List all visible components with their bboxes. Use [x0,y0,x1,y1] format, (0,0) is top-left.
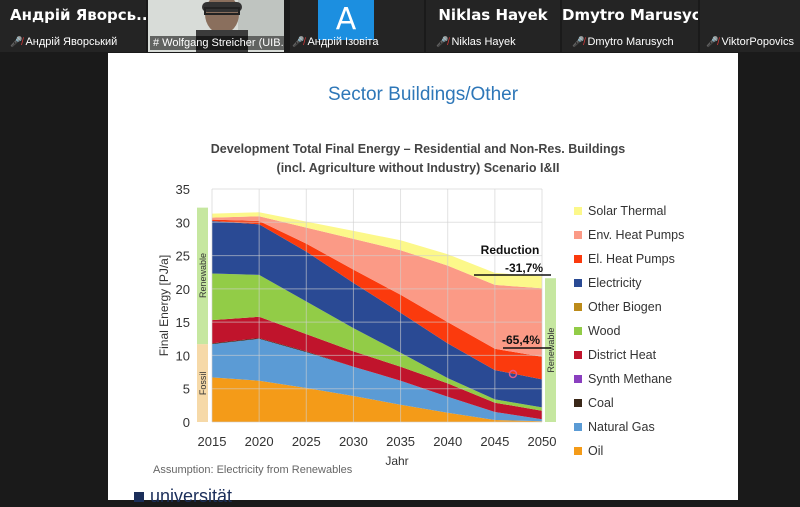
y-tick-label: 25 [176,249,190,264]
renewable-label: Renewable [546,328,556,373]
renewable-reduction-value: -65,4% [502,333,540,347]
chart-title-line: (incl. Agriculture without Industry) Sce… [276,161,560,175]
legend-swatch [574,375,582,383]
participant-tile[interactable]: Dmytro Marusych 🎤̸ Dmytro Marusych [562,0,698,52]
y-tick-label: 5 [183,382,190,397]
legend-swatch [574,399,582,407]
participant-tile[interactable]: Niklas Hayek 🎤̸ Niklas Hayek [426,0,560,52]
mic-muted-icon: 🎤̸ [10,36,23,48]
fossil-label: Fossil [198,372,208,396]
mic-muted-icon: 🎤̸ [292,36,305,48]
y-tick-label: 15 [176,315,190,330]
legend-swatch [574,423,582,431]
participant-tile[interactable]: A 🎤̸ Андрій Ізовіта [290,0,424,52]
participant-display-name: Niklas Hayek [438,6,548,24]
legend-label: Natural Gas [588,420,655,434]
x-tick-label: 2040 [433,434,462,449]
area-series [212,212,542,289]
legend-swatch [574,255,582,263]
participant-display-name: Андрій Яворсь... [10,6,146,24]
legend-label: El. Heat Pumps [588,252,675,266]
x-tick-label: 2020 [245,434,274,449]
participant-caption: 🎤̸ Андрій Яворський [10,36,118,48]
mic-muted-icon: 🎤̸ [706,36,719,48]
participant-caption: 🎤̸ ViktorPopovics [706,36,795,48]
legend-swatch [574,327,582,335]
y-tick-label: 35 [176,182,190,197]
y-tick-label: 10 [176,348,190,363]
legend-label: Other Biogen [588,300,662,314]
legend-swatch [574,351,582,359]
participant-caption: 🎤̸ Dmytro Marusych [572,36,674,48]
participant-tile[interactable]: Андрій Яворсь... 🎤̸ Андрій Яворський [0,0,146,52]
x-tick-label: 2030 [339,434,368,449]
avatar: A [318,0,374,40]
y-tick-label: 0 [183,415,190,430]
mic-muted-icon: 🎤̸ [436,36,449,48]
area-series [212,273,542,411]
participant-caption: 🎤̸ Андрій Ізовіта [292,36,379,48]
legend-label: District Heat [588,348,657,362]
x-tick-label: 2045 [480,434,509,449]
reduction-value: -31,7% [505,261,543,275]
participant-strip: Андрій Яворсь... 🎤̸ Андрій Яворський # Wo… [0,0,800,53]
reduction-label: Reduction [481,243,540,257]
shared-slide: Sector Buildings/Other Development Total… [108,53,738,506]
renewable-bar-right [545,278,556,422]
x-tick-label: 2025 [292,434,321,449]
legend-label: Solar Thermal [588,204,666,218]
participant-display-name: Dmytro Marusych [562,6,698,24]
legend-swatch [574,303,582,311]
legend-label: Oil [588,444,603,458]
cursor-marker [508,369,518,379]
mic-muted-icon: 🎤̸ [572,36,585,48]
footnote: Assumption: Electricity from Renewables [153,464,353,476]
legend-label: Synth Methane [588,372,672,386]
legend-label: Wood [588,324,620,338]
participant-caption: # Wolfgang Streicher (UIB... [150,36,284,50]
x-tick-label: 2050 [528,434,557,449]
legend-label: Env. Heat Pumps [588,228,684,242]
university-logo: universität [134,486,232,507]
fossil-bar [197,344,208,422]
chart-title: Development Total Final Energy – Residen… [108,140,728,178]
renewable-bar-left [197,207,208,345]
participant-tile-video[interactable]: # Wolfgang Streicher (UIB... [148,0,284,52]
area-series [212,219,542,380]
legend-label: Electricity [588,276,642,290]
participant-caption: 🎤̸ Niklas Hayek [436,36,516,48]
x-axis-label: Jahr [385,454,408,468]
x-tick-label: 2015 [198,434,227,449]
area-series [212,316,542,420]
area-series [212,221,542,408]
legend-swatch [574,279,582,287]
legend-label: Coal [588,396,614,410]
chart-title-line: Development Total Final Energy – Residen… [210,142,626,156]
renewable-label: Renewable [198,253,208,298]
slide-title: Sector Buildings/Other [327,84,519,105]
legend-swatch [574,207,582,215]
y-tick-label: 20 [176,282,190,297]
y-axis-label: Final Energy [PJ/a] [157,255,171,356]
area-series [212,338,542,422]
participant-tile[interactable]: 🎤̸ ViktorPopovics [700,0,800,52]
legend-swatch [574,231,582,239]
legend-swatch [574,447,582,455]
y-tick-label: 30 [176,215,190,230]
x-tick-label: 2035 [386,434,415,449]
